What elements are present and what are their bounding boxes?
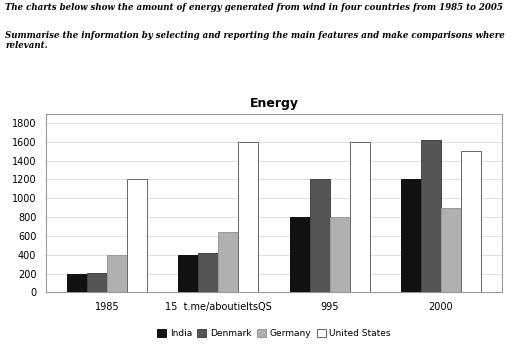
Bar xyxy=(289,217,310,292)
Bar xyxy=(107,255,127,292)
Bar xyxy=(350,142,370,292)
Bar xyxy=(461,151,481,292)
Bar xyxy=(87,273,107,292)
Bar xyxy=(238,142,259,292)
Text: The charts below show the amount of energy generated from wind in four countries: The charts below show the amount of ener… xyxy=(5,3,503,12)
Bar xyxy=(421,140,441,292)
Bar xyxy=(401,180,421,292)
Bar xyxy=(198,253,218,292)
Text: Summarise the information by selecting and reporting the main features and make : Summarise the information by selecting a… xyxy=(5,31,505,50)
Title: Energy: Energy xyxy=(249,97,298,110)
Bar xyxy=(67,273,87,292)
Bar xyxy=(441,208,461,292)
Bar xyxy=(127,180,147,292)
Bar xyxy=(310,180,330,292)
Legend: India, Denmark, Germany, United States: India, Denmark, Germany, United States xyxy=(154,325,394,342)
Bar xyxy=(218,232,238,292)
Bar xyxy=(330,217,350,292)
Bar xyxy=(178,255,198,292)
